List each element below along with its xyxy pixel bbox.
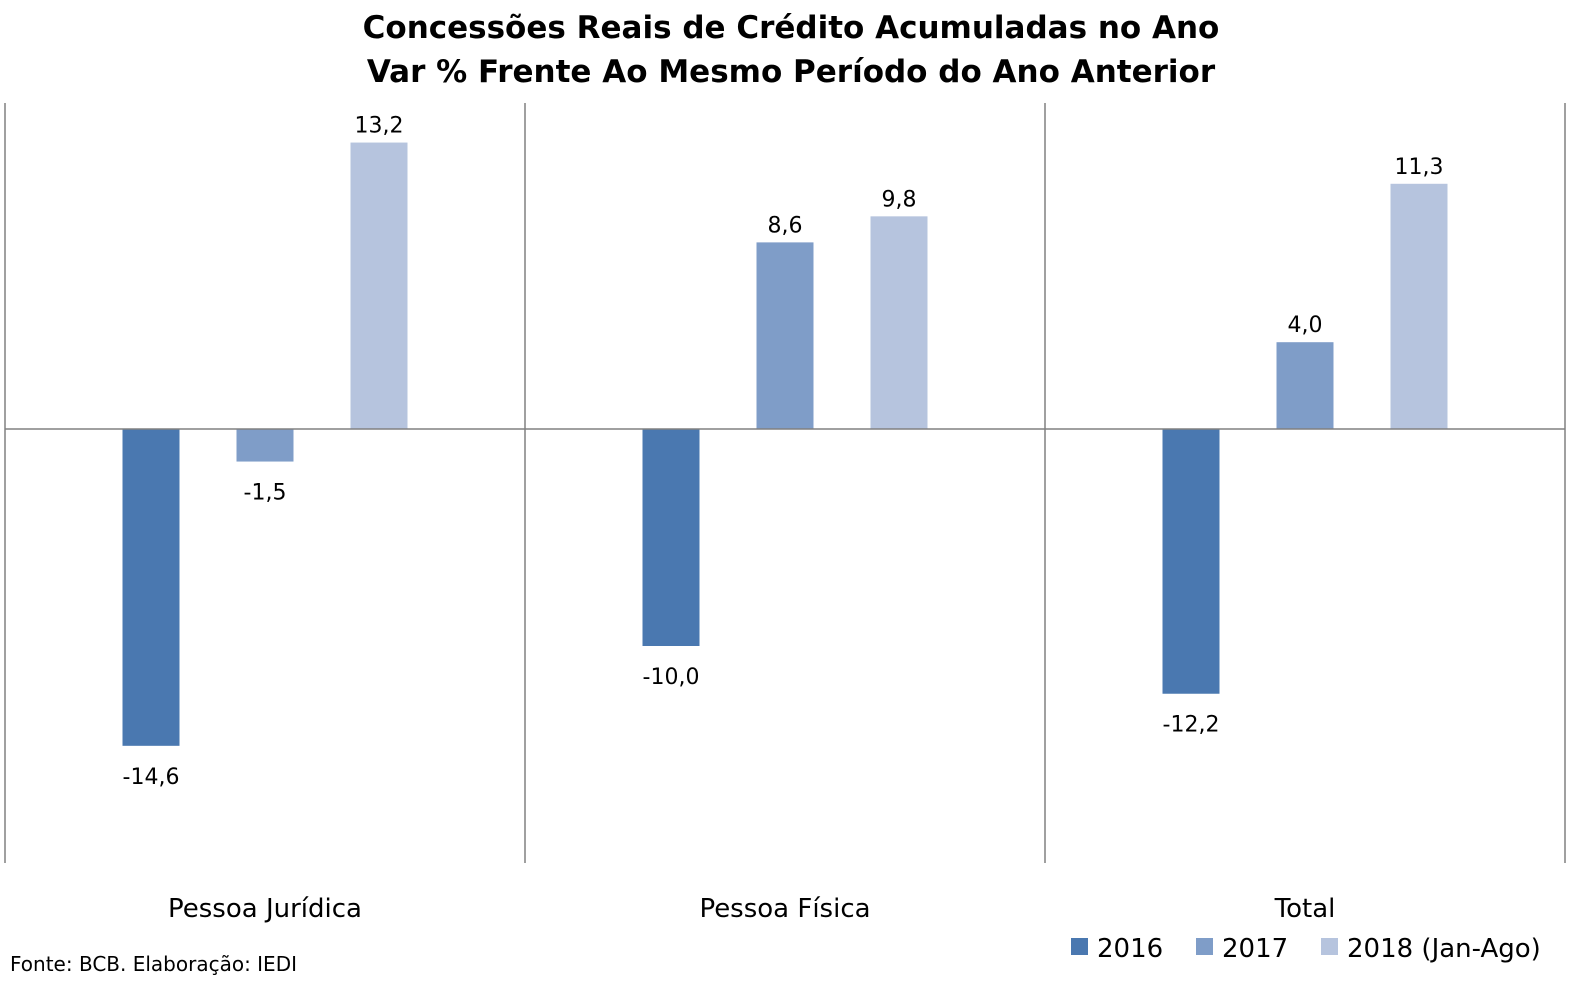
legend-label: 2017 (1222, 934, 1288, 964)
plot-area: -14,6 -1,5 13,2 Pessoa Jurídica -10,0 8,6 9,8 P… (4, 103, 1566, 924)
legend-swatch (1321, 938, 1338, 955)
legend-swatch (1196, 938, 1213, 955)
legend-item: 2018 (Jan-Ago) (1321, 934, 1541, 964)
bar (870, 216, 928, 429)
bar (1276, 342, 1334, 429)
legend-item: 2016 (1071, 934, 1163, 964)
data-label: 8,6 (768, 213, 803, 238)
category-label: Pessoa Jurídica (168, 894, 362, 924)
chart-title: Concessões Reais de Crédito Acumuladas n… (363, 10, 1220, 46)
legend-label: 2018 (Jan-Ago) (1347, 934, 1541, 964)
data-label: 11,3 (1395, 155, 1444, 180)
legend: 2016 2017 2018 (Jan-Ago) (1071, 934, 1541, 964)
source-note: Fonte: BCB. Elaboração: IEDI (10, 952, 297, 976)
data-label: 4,0 (1288, 313, 1323, 338)
data-label: -1,5 (244, 481, 287, 506)
legend-label: 2016 (1097, 934, 1163, 964)
bar (350, 142, 408, 429)
data-label: -12,2 (1163, 713, 1220, 738)
category-label: Pessoa Física (699, 894, 870, 924)
data-label: 9,8 (882, 187, 917, 212)
data-label: -14,6 (123, 765, 180, 790)
bar (122, 429, 180, 746)
bar (1390, 183, 1448, 429)
bar (236, 429, 294, 462)
bar (642, 429, 700, 646)
category-label: Total (1274, 894, 1336, 924)
chart-subtitle: Var % Frente Ao Mesmo Período do Ano Ant… (367, 54, 1216, 90)
bar (1162, 429, 1220, 694)
data-label: -10,0 (643, 665, 700, 690)
bar (756, 242, 814, 429)
data-label: 13,2 (355, 114, 404, 139)
legend-swatch (1071, 938, 1088, 955)
legend-item: 2017 (1196, 934, 1288, 964)
